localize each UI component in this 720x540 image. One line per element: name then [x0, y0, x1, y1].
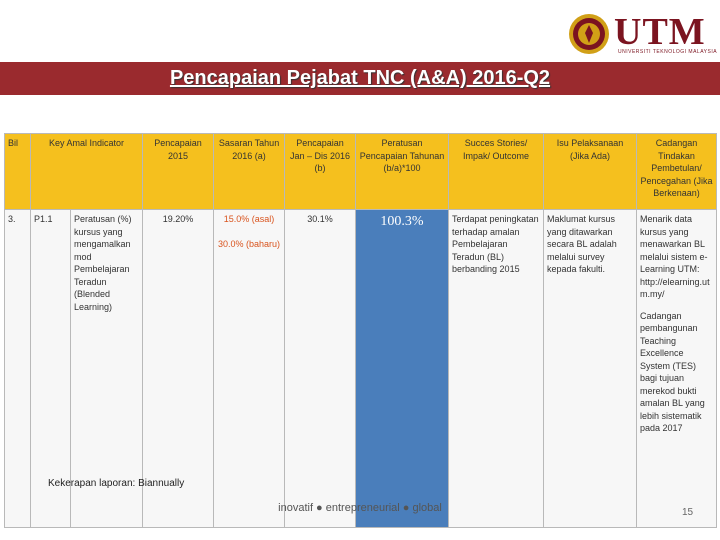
sasaran-baharu: 30.0% (baharu)	[217, 239, 281, 249]
value-peratusan: 100.3%	[380, 214, 424, 229]
title-bar	[0, 62, 720, 95]
report-frequency-note: Kekerapan laporan: Biannually	[48, 478, 185, 489]
table-header-row: Bil Key Amal Indicator Pencapaian 2015 S…	[4, 133, 718, 210]
logo-text: UTM	[614, 11, 706, 53]
cadangan-text-1: Menarik data kursus yang menawarkan BL m…	[640, 214, 710, 299]
cell-cadangan: Menarik data kursus yang menawarkan BL m…	[636, 209, 718, 528]
cell-pencapaian-jan-dis: 30.1%	[284, 209, 357, 528]
header-pencapaian-2015: Pencapaian 2015	[142, 133, 215, 210]
header-peratusan: Peratusan Pencapaian Tahunan (b/a)*100	[355, 133, 450, 210]
cell-peratusan: 100.3%	[355, 209, 450, 528]
value-pencapaian-2015: 19.20%	[162, 214, 194, 224]
utm-logo: UTM UNIVERSITI TEKNOLOGI MALAYSIA	[568, 11, 717, 61]
sasaran-asal: 15.0% (asal)	[223, 214, 275, 224]
cell-bil: 3.	[4, 209, 31, 528]
cell-kai-description: Peratusan (%) kursus yang mengamalkan mo…	[69, 209, 144, 528]
table-row: 3. P1.1 Peratusan (%) kursus yang mengam…	[4, 209, 718, 528]
value-pencapaian-jan-dis: 30.1%	[307, 214, 333, 224]
header-pencapaian-jan-dis: Pencapaian Jan – Dis 2016 (b)	[284, 133, 357, 210]
header-cadangan: Cadangan Tindakan Pembetulan/ Pencegahan…	[636, 133, 718, 210]
header-isu-pelaksanaan: Isu Pelaksanaan (Jika Ada)	[543, 133, 638, 210]
cadangan-text-2: Cadangan pembangunan Teaching Excellence…	[640, 310, 705, 434]
tagline: inovatif ● entrepreneurial ● global	[278, 502, 442, 514]
cell-code: P1.1	[30, 209, 71, 528]
header-key-amal-indicator: Key Amal Indicator	[29, 133, 144, 210]
cell-isu-pelaksanaan: Maklumat kursus yang ditawarkan secara B…	[543, 209, 638, 528]
header-sasaran: Sasaran Tahun 2016 (a)	[213, 133, 286, 210]
header-success-stories: Succes Stories/ Impak/ Outcome	[448, 133, 545, 210]
cell-pencapaian-2015: 19.20%	[142, 209, 215, 528]
page-title: Pencapaian Pejabat TNC (A&A) 2016-Q2	[169, 67, 551, 89]
logo-subtitle: UNIVERSITI TEKNOLOGI MALAYSIA	[618, 49, 718, 55]
utm-emblem-icon	[569, 14, 609, 54]
page-number: 15	[682, 507, 694, 518]
cell-success-stories: Terdapat peningkatan terhadap amalan Pem…	[448, 209, 545, 528]
header-bil: Bil	[4, 133, 31, 210]
cell-sasaran: 15.0% (asal) 30.0% (baharu)	[213, 209, 286, 528]
kpi-table: Bil Key Amal Indicator Pencapaian 2015 S…	[4, 133, 718, 528]
